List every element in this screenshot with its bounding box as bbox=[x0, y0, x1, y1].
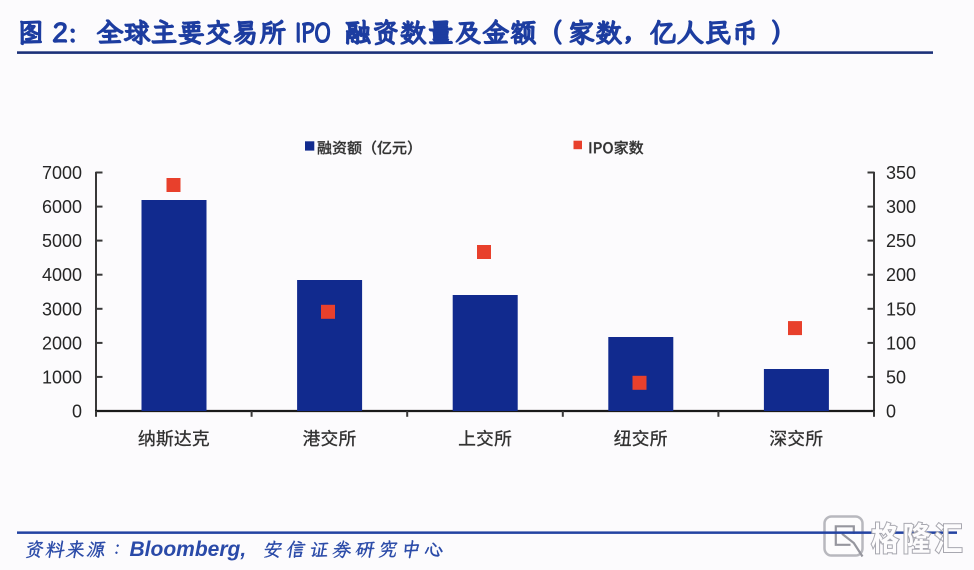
svg-text:0: 0 bbox=[72, 402, 82, 422]
svg-text:350: 350 bbox=[886, 163, 916, 183]
svg-text:Bloomberg,: Bloomberg, bbox=[130, 538, 247, 561]
svg-text:100: 100 bbox=[886, 333, 916, 353]
svg-text:2000: 2000 bbox=[42, 333, 82, 353]
svg-text:250: 250 bbox=[886, 231, 916, 251]
svg-text:200: 200 bbox=[886, 265, 916, 285]
svg-text:150: 150 bbox=[886, 299, 916, 319]
svg-text:6000: 6000 bbox=[42, 197, 82, 217]
svg-text:1000: 1000 bbox=[42, 367, 82, 387]
svg-text:300: 300 bbox=[886, 197, 916, 217]
svg-text:4000: 4000 bbox=[42, 265, 82, 285]
svg-text:7000: 7000 bbox=[42, 163, 82, 183]
svg-text:0: 0 bbox=[886, 402, 896, 422]
svg-text:3000: 3000 bbox=[42, 299, 82, 319]
svg-text:50: 50 bbox=[886, 367, 906, 387]
svg-text:5000: 5000 bbox=[42, 231, 82, 251]
